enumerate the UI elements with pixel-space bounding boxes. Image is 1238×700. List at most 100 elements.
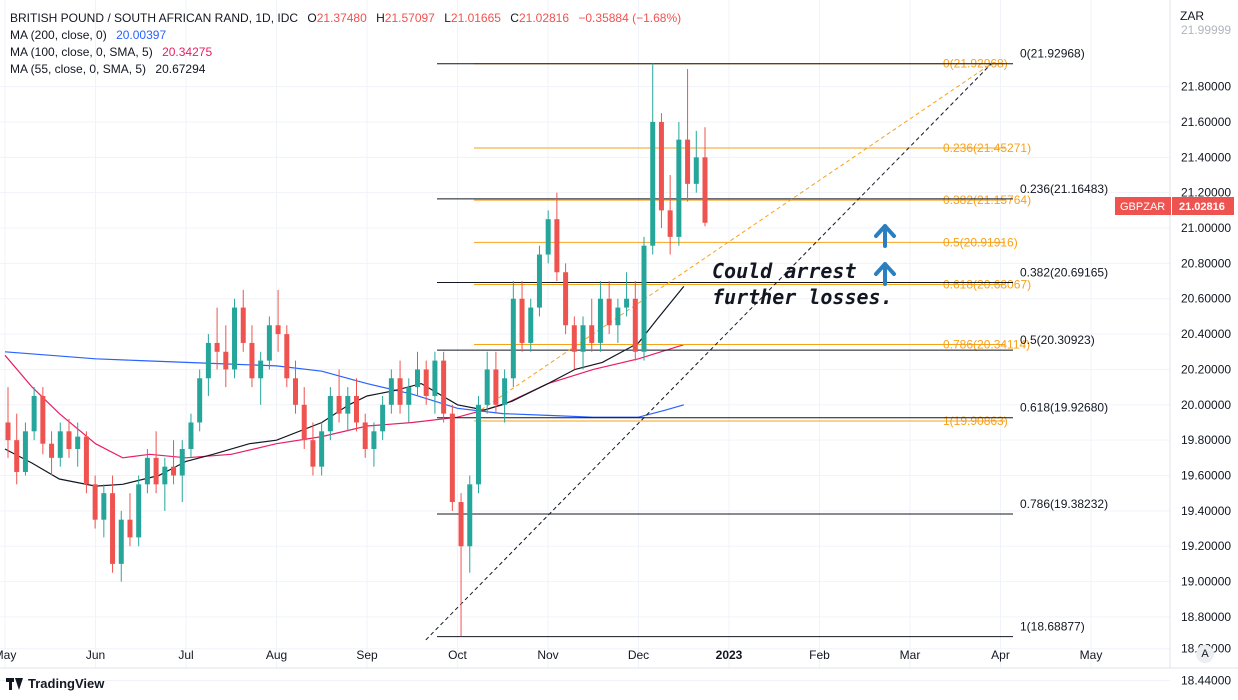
fib-orange-label: 0.382(21.15764) — [943, 193, 1031, 207]
fib-orange-label: 0.786(20.34114) — [943, 337, 1030, 351]
price-axis[interactable]: 21.80000 21.60000 21.40000 21.20000 21.00000… — [1181, 23, 1231, 688]
brand-name: TradingView — [28, 676, 105, 691]
candle-body — [136, 484, 142, 538]
fib-black-label: 0.786(19.38232) — [1020, 497, 1108, 511]
tradingview-logo[interactable]: TradingView — [6, 676, 104, 691]
annotation-arrows — [874, 224, 896, 286]
candle-body — [31, 395, 37, 432]
price-axis-unit: ZAR — [1180, 9, 1204, 23]
price-tick-label: 21.60000 — [1181, 115, 1231, 129]
candle-body — [354, 395, 359, 423]
candle-body — [693, 157, 699, 184]
candle-body — [275, 325, 281, 335]
high-value: 21.57097 — [384, 11, 435, 25]
price-tick-label: 20.40000 — [1181, 327, 1231, 341]
price-tick-label: 21.00000 — [1181, 221, 1231, 235]
candle-body — [467, 484, 473, 547]
fib-orange-label: 1(19.90863) — [943, 414, 1008, 428]
candle-body — [223, 351, 229, 370]
indicator-value: 20.67294 — [155, 62, 206, 76]
candle-body — [685, 139, 691, 184]
candle-body — [110, 493, 116, 564]
candle-body — [144, 457, 150, 485]
indicator-ma100[interactable]: MA (100, close, 0, SMA, 5) 20.34275 — [10, 44, 681, 61]
fib-black-label: 0.382(20.69165) — [1020, 266, 1108, 280]
price-tick-label: 19.20000 — [1181, 539, 1231, 553]
candle-body — [179, 448, 185, 476]
annotation-line-1: Could arrest — [712, 259, 857, 283]
annotation-line-2: further losses. — [712, 285, 893, 309]
fib-orange-label: 0.5(20.91916) — [943, 235, 1018, 249]
ma-55-line — [4, 286, 685, 487]
candle-body — [240, 307, 246, 343]
candle-body — [40, 395, 46, 444]
candle-body — [284, 334, 290, 379]
candle-body — [336, 395, 342, 414]
candle-body — [66, 431, 72, 449]
last-price-tag: GBPZAR 21.02816 — [1115, 197, 1234, 215]
time-tick-label: Nov — [537, 648, 558, 662]
chart-legend: BRITISH POUND / SOUTH AFRICAN RAND, 1D, … — [10, 10, 681, 78]
candle-body — [484, 369, 490, 405]
candle-body — [92, 484, 98, 520]
candle-body — [702, 157, 708, 223]
fib-black-label: 0.236(21.16483) — [1020, 182, 1108, 196]
candle-body — [449, 413, 455, 503]
time-axis[interactable]: May Jun Jul Aug Sep Oct Nov Dec 2023 Feb Mar Apr May — [0, 648, 1102, 662]
ma-200-line — [4, 351, 684, 418]
candle-body — [380, 404, 386, 432]
candle-body — [345, 395, 351, 414]
candle-body — [414, 369, 420, 388]
candle-body — [293, 378, 299, 405]
time-tick-label: Jun — [86, 648, 105, 662]
candle-body — [441, 360, 447, 414]
last-price-symbol: GBPZAR — [1120, 201, 1165, 213]
candle-body — [667, 210, 673, 237]
candle-body — [127, 519, 133, 538]
indicator-value: 20.34275 — [162, 45, 213, 59]
candle-body — [528, 307, 534, 343]
fib-retracement-black[interactable]: 0(21.92968) 0.236(21.16483) 0.382(20.69165… — [437, 47, 1108, 638]
fib-black-label: 0(21.92968) — [1020, 47, 1085, 61]
candle-body — [563, 272, 569, 326]
candle-body — [327, 395, 333, 432]
candle-body — [249, 342, 255, 379]
time-tick-label: Mar — [900, 648, 921, 662]
candle-body — [650, 121, 656, 246]
time-tick-label: Oct — [448, 648, 467, 662]
candle-body — [83, 436, 89, 485]
time-tick-label: Aug — [266, 648, 287, 662]
close-value: 21.02816 — [518, 11, 570, 25]
price-tick-label: 21.40000 — [1181, 150, 1231, 164]
candle-body — [310, 440, 316, 467]
candle-body — [589, 325, 595, 343]
candle-body — [371, 431, 377, 449]
candle-body — [397, 378, 403, 405]
price-tick-label-partial: 21.99999 — [1181, 23, 1231, 37]
candle-body — [362, 422, 368, 449]
up-arrow-icon — [874, 262, 896, 286]
candle-body — [502, 378, 508, 405]
indicator-ma200[interactable]: MA (200, close, 0) 20.00397 — [10, 27, 681, 44]
trendlines[interactable] — [425, 63, 992, 641]
indicator-ma55[interactable]: MA (55, close, 0, SMA, 5) 20.67294 — [10, 61, 681, 78]
candle-body — [258, 360, 264, 379]
candle-body — [658, 121, 664, 211]
candle-body — [171, 466, 177, 476]
candle-body — [188, 422, 194, 449]
price-tick-label: 20.60000 — [1181, 292, 1231, 306]
candle-body — [536, 254, 542, 308]
auto-scale-button[interactable]: A — [1196, 645, 1214, 663]
price-tick-label: 19.80000 — [1181, 433, 1231, 447]
time-tick-label: Apr — [991, 648, 1010, 662]
fib-black-label: 0.5(20.30923) — [1020, 333, 1095, 347]
indicator-value: 20.00397 — [116, 28, 167, 42]
candle-body — [101, 493, 107, 520]
last-price-value: 21.02816 — [1179, 201, 1225, 213]
candlesticks — [5, 63, 708, 637]
candle-body — [554, 219, 560, 273]
candle-body — [545, 219, 551, 255]
up-arrow-icon — [874, 224, 896, 248]
candle-body — [214, 342, 220, 352]
